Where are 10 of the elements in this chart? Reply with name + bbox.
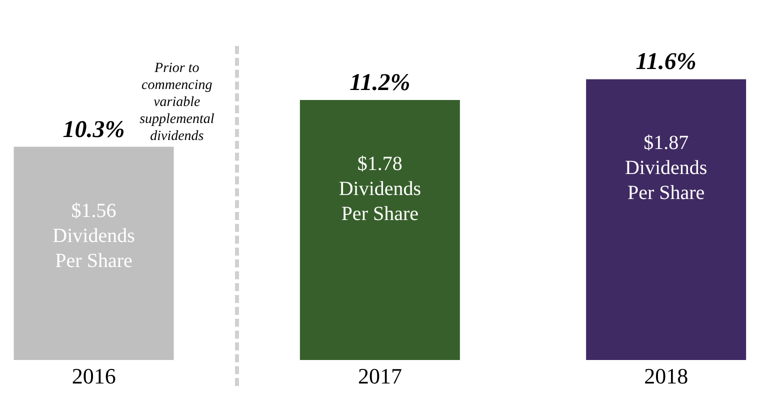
- data-label: 10.3%: [62, 116, 125, 143]
- annotation: Prior to commencing variable supplemental dividends: [138, 60, 216, 145]
- annotation: $1.87 Dividends Per Share: [624, 132, 708, 204]
- data-label: 11.6%: [636, 49, 696, 76]
- data-label: 11.2%: [350, 70, 410, 96]
- x-tick-label: 2018: [644, 364, 688, 389]
- annotation: $1.56 Dividends Per Share: [52, 200, 136, 272]
- x-tick-label: 2017: [358, 364, 402, 389]
- annotation: $1.78 Dividends Per Share: [338, 153, 422, 225]
- x-tick-label: 2016: [72, 364, 116, 389]
